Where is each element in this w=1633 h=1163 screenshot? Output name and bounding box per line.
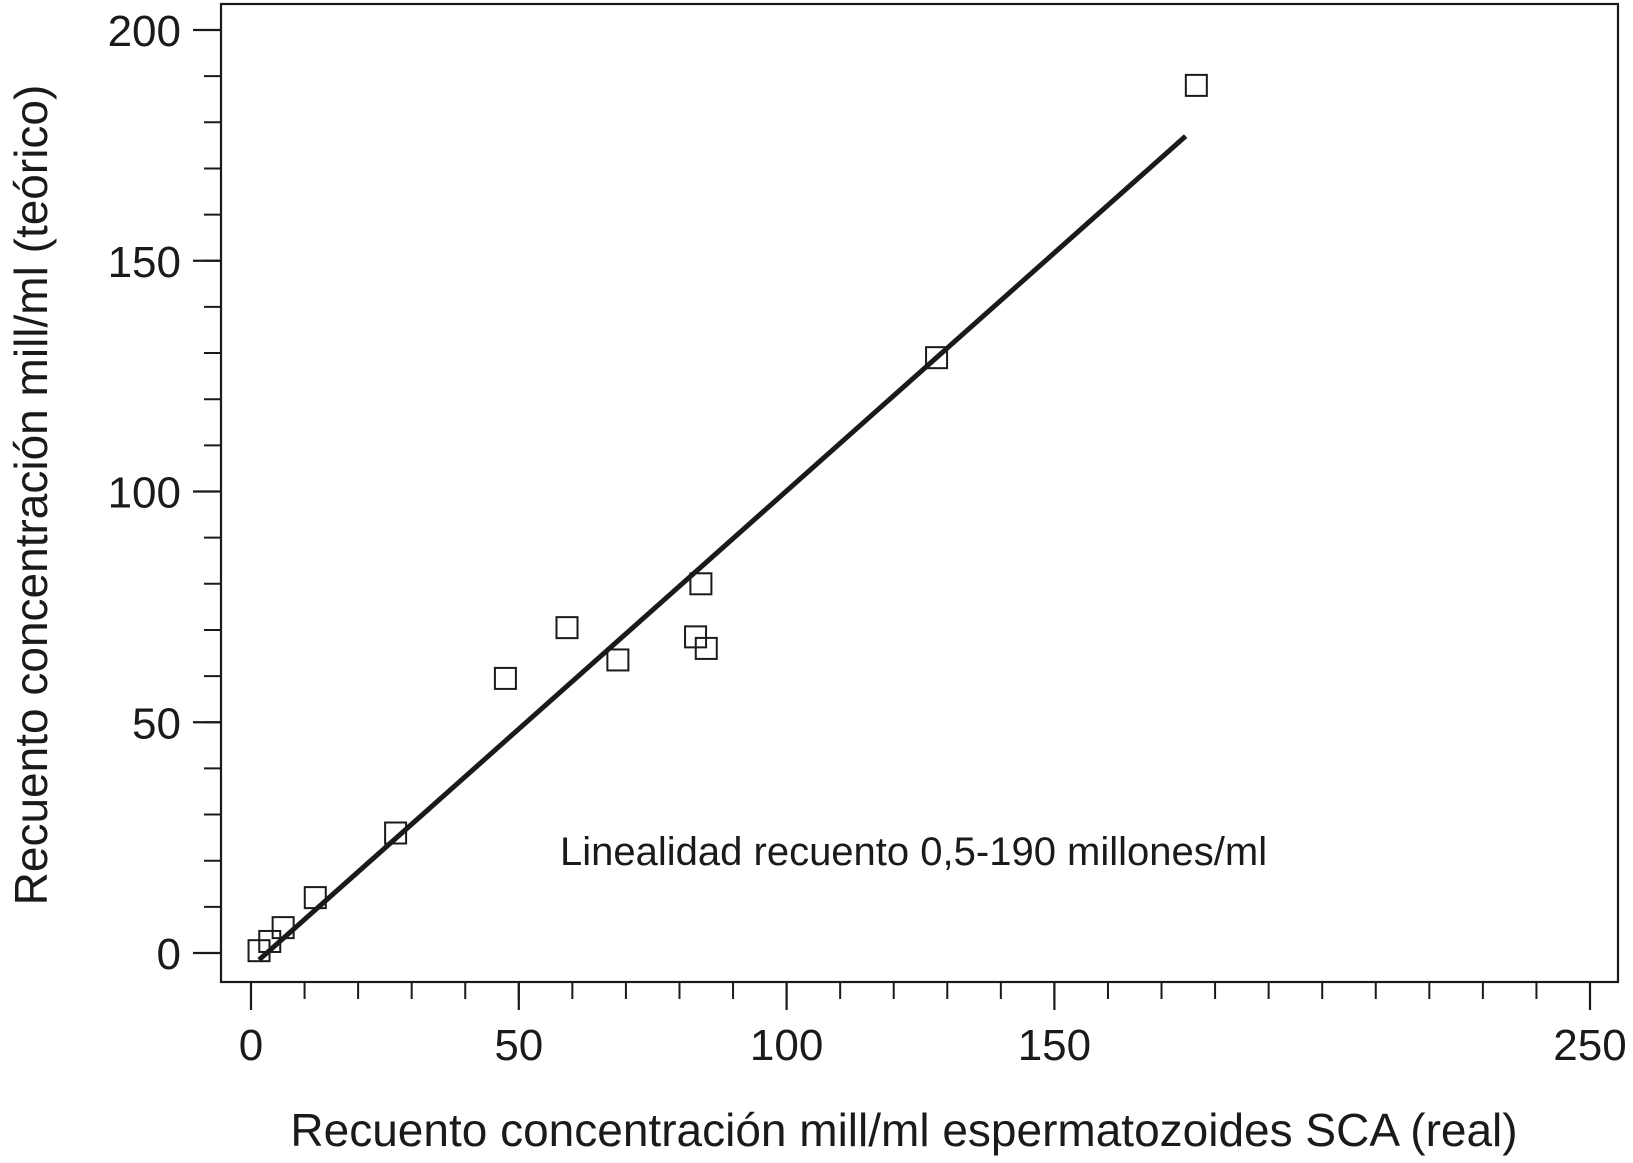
data-point-square xyxy=(1184,73,1208,97)
data-point-square xyxy=(258,929,282,953)
y-tick-label: 0 xyxy=(157,930,181,979)
x-tick-label: 0 xyxy=(239,1021,263,1070)
data-point-square xyxy=(694,636,718,660)
y-tick-label: 50 xyxy=(132,699,181,748)
plot-area xyxy=(219,2,1620,984)
x-axis-title: Recuento concentración mill/ml espermato… xyxy=(290,1104,1517,1156)
data-point-square xyxy=(303,886,327,910)
data-point-square xyxy=(606,648,630,672)
y-tick-label: 150 xyxy=(108,238,181,287)
data-point-square xyxy=(493,666,517,690)
data-point-square xyxy=(689,572,713,596)
fit-line xyxy=(257,134,1188,962)
y-axis-title: Recuento concentración mill/ml (teórico) xyxy=(5,85,57,906)
x-tick-label: 50 xyxy=(494,1021,543,1070)
y-tick-label: 200 xyxy=(108,7,181,56)
y-axis-ticks: 0 50 100 150 200 xyxy=(108,7,221,979)
plot-frame xyxy=(219,2,1620,984)
data-point-square xyxy=(271,916,295,940)
data-point-square xyxy=(925,346,949,370)
x-axis-ticks: 0 50 100 150 250 xyxy=(239,982,1627,1070)
annotation-text: Linealidad recuento 0,5-190 millones/ml xyxy=(560,830,1267,874)
x-tick-label: 250 xyxy=(1553,1021,1626,1070)
data-points xyxy=(247,73,1208,963)
x-tick-label: 150 xyxy=(1018,1021,1091,1070)
y-tick-label: 100 xyxy=(108,469,181,518)
x-tick-label: 100 xyxy=(750,1021,823,1070)
fit-line-layer xyxy=(257,134,1188,962)
data-point-square xyxy=(555,616,579,640)
data-point-square xyxy=(384,821,408,845)
